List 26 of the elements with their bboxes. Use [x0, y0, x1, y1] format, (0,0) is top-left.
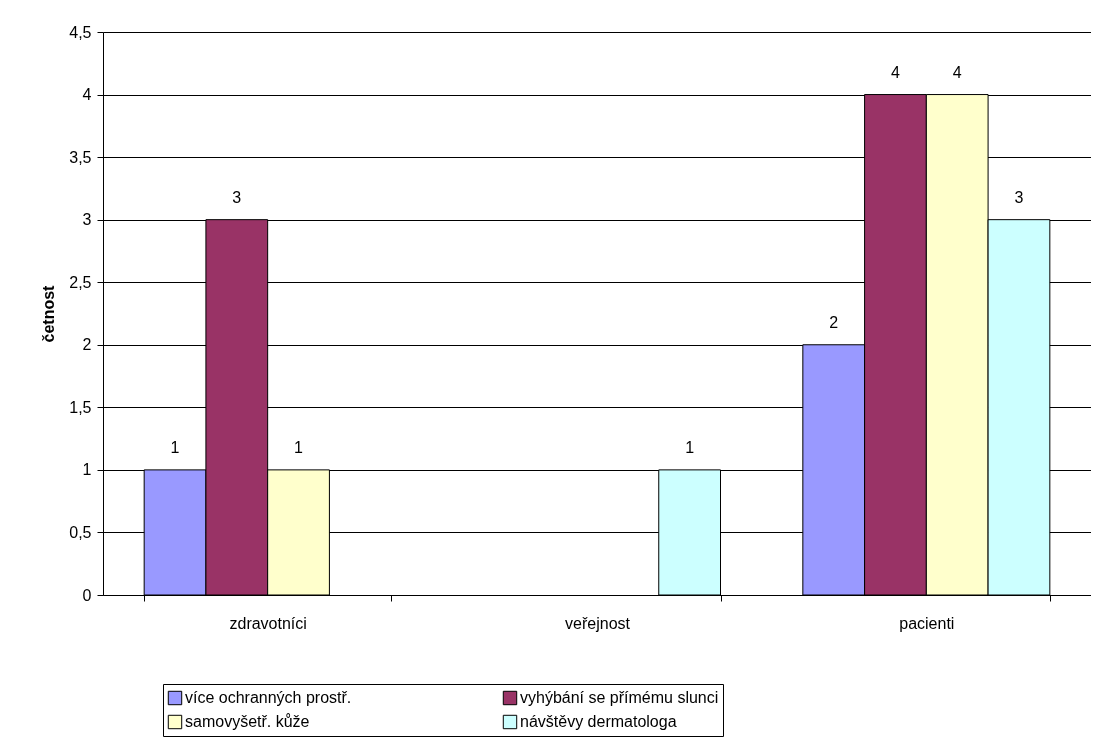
y-tick-label: 2 [82, 336, 92, 354]
legend-label: návštěvy dermatologa [520, 713, 677, 730]
legend-label: vyhýbání se přímému slunci [520, 689, 719, 706]
x-tick-label: veřejnost [565, 614, 631, 632]
data-label: 3 [232, 188, 242, 206]
y-tick-label: 3,5 [69, 148, 92, 166]
y-tick-label: 1,5 [69, 398, 92, 416]
y-tick-label: 4,5 [69, 23, 92, 41]
y-tick-label: 4 [82, 86, 92, 104]
y-tick-label: 3 [82, 211, 92, 229]
y-axis-title: četnost [40, 284, 58, 343]
legend-label: více ochranných prostř. [185, 689, 352, 706]
y-tick-label: 0 [82, 586, 92, 604]
data-label: 1 [685, 438, 695, 456]
legend-label: samovyšetř. kůže [185, 713, 310, 730]
data-label: 1 [170, 438, 180, 456]
y-tick-label: 0,5 [69, 523, 92, 541]
data-label: 4 [891, 63, 901, 81]
x-tick-label: zdravotníci [229, 614, 307, 632]
data-label: 3 [1014, 188, 1024, 206]
data-label: 2 [829, 313, 839, 331]
data-label: 4 [952, 63, 962, 81]
data-label: 1 [294, 438, 304, 456]
x-tick-label: pacienti [899, 614, 955, 632]
y-tick-label: 2,5 [69, 273, 92, 291]
y-tick-label: 1 [82, 461, 92, 479]
